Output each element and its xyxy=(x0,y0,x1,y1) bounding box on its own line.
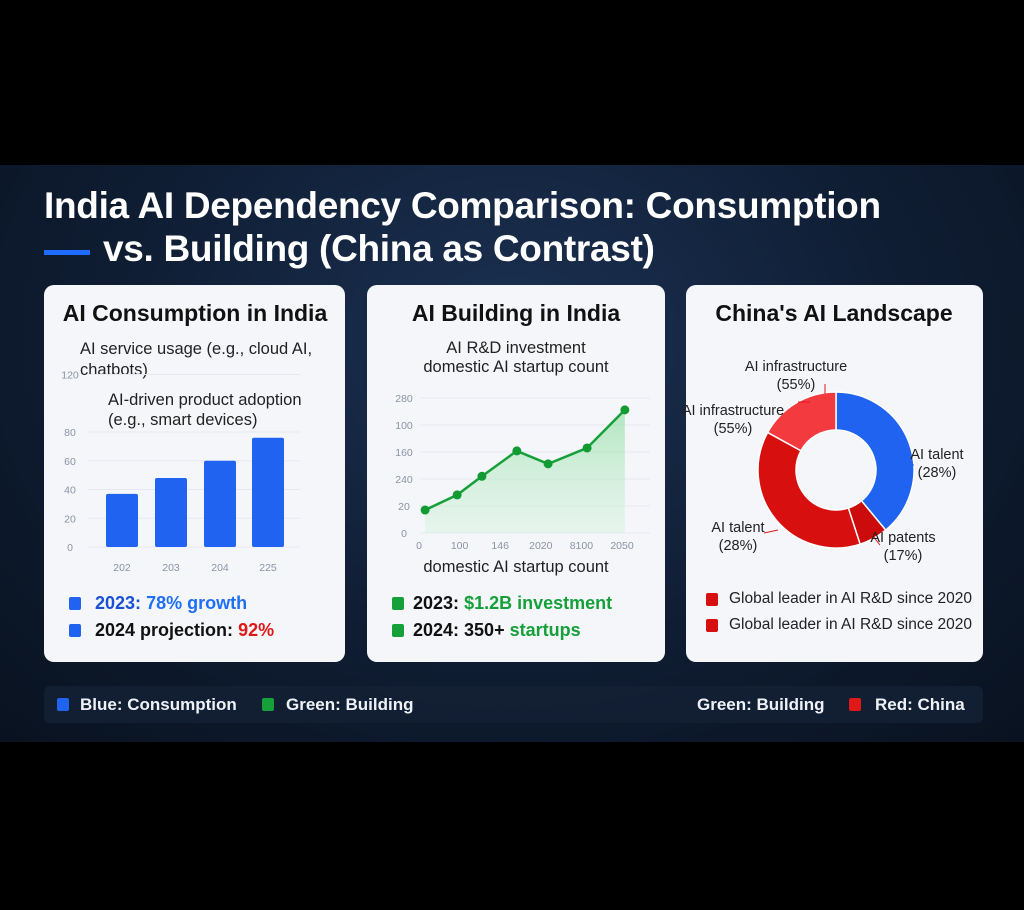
legend-red-icon xyxy=(849,698,861,711)
card-consumption-title: AI Consumption in India xyxy=(62,300,328,326)
legend-square-icon xyxy=(706,619,718,632)
bullet-prefix: 2023: xyxy=(413,593,460,613)
page-title-line2: vs. Building (China as Contrast) xyxy=(103,228,655,269)
china-legend-2: Global leader in AI R&D since 2020 xyxy=(729,616,972,633)
legend-building: Green: Building xyxy=(286,695,414,714)
bullet-square-icon xyxy=(392,597,404,610)
bullet-value: $1.2B investment xyxy=(464,593,613,613)
card-building-title: AI Building in India xyxy=(411,300,621,326)
legend-bar xyxy=(44,686,983,723)
card-consumption xyxy=(44,285,345,662)
legend-square-icon xyxy=(706,593,718,606)
legend-building-2: Green: Building xyxy=(697,695,825,714)
bullet-prefix: 2024: 350+ xyxy=(413,620,505,640)
legend-consumption: Blue: Consumption xyxy=(80,695,237,714)
legend-china: Red: China xyxy=(875,695,965,714)
consumption-subtitle-1: AI service usage (e.g., cloud AI, xyxy=(80,340,313,358)
title-accent-bar xyxy=(44,250,90,255)
bullet-square-icon xyxy=(69,597,81,610)
bar-chart-subtitle: (e.g., smart devices) xyxy=(108,411,258,429)
consumption-subtitle-2: chatbots) xyxy=(80,361,148,379)
bullet-prefix: 2023: xyxy=(95,593,142,613)
bar-chart-title: AI-driven product adoption xyxy=(108,391,302,409)
building-subtitle-1: AI R&D investment xyxy=(446,339,586,357)
bullet-value: startups xyxy=(509,620,581,640)
line-chart-xlabel: domestic AI startup count xyxy=(423,558,609,576)
page-title-line1: India AI Dependency Comparison: Consumpt… xyxy=(44,185,881,226)
bullet-prefix: 2024 projection: xyxy=(95,620,234,640)
bullet-value: 78% growth xyxy=(146,593,248,613)
building-subtitle-2: domestic AI startup count xyxy=(423,358,609,376)
bullet-square-icon xyxy=(392,624,404,637)
bullet-value: 92% xyxy=(238,620,275,640)
legend-green-icon xyxy=(262,698,274,711)
bullet-square-icon xyxy=(69,624,81,637)
china-legend-1: Global leader in AI R&D since 2020 xyxy=(729,590,972,607)
legend-blue-icon xyxy=(57,698,69,711)
card-china-title: China's AI Landscape xyxy=(715,300,953,326)
